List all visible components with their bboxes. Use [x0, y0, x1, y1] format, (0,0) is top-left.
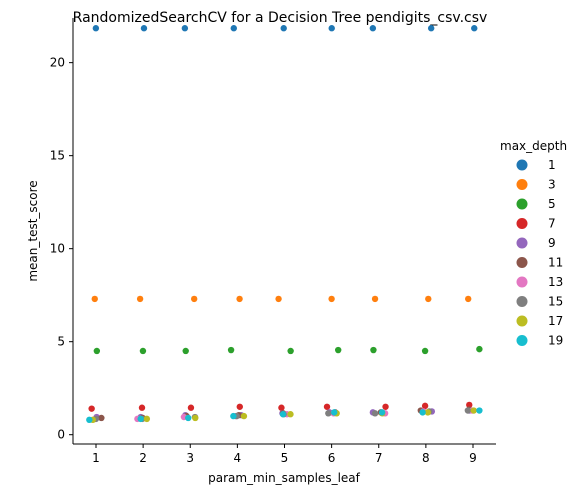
y-axis-ticks: 0 5 10 15 20: [50, 56, 73, 442]
data-point: [370, 346, 377, 354]
y-tick-label: 5: [57, 335, 65, 349]
data-point: [182, 347, 189, 355]
data-point: [371, 295, 379, 303]
data-point: [371, 410, 379, 417]
data-point: [230, 412, 237, 420]
x-axis-label: param_min_samples_leaf: [208, 471, 361, 485]
x-tick-label: 4: [234, 451, 242, 465]
data-point: [421, 402, 429, 410]
data-point: [476, 345, 483, 353]
data-point: [427, 25, 435, 32]
legend-label: 15: [548, 295, 563, 309]
y-tick-label: 0: [57, 428, 65, 442]
data-point: [382, 403, 389, 410]
data-point: [470, 407, 477, 414]
x-tick-label: 1: [92, 451, 100, 465]
data-point: [421, 347, 429, 355]
data-point: [287, 411, 294, 418]
data-point: [185, 414, 192, 422]
legend-marker: [516, 237, 528, 249]
data-point: [369, 25, 377, 32]
y-axis-label: mean_test_score: [26, 180, 40, 281]
plot-area: [86, 25, 483, 424]
x-tick-label: 6: [328, 451, 336, 465]
legend-label: 17: [548, 314, 563, 328]
data-point: [476, 407, 483, 414]
legend-marker: [516, 296, 528, 307]
data-point: [287, 347, 294, 355]
y-tick-label: 15: [50, 149, 65, 163]
data-point: [323, 403, 331, 410]
data-point: [187, 404, 195, 411]
x-axis-ticks: 1 2 3 4 5 6 7 8 9: [92, 444, 477, 465]
y-tick-label: 20: [50, 56, 65, 70]
data-point: [335, 346, 342, 354]
x-tick-label: 9: [469, 451, 477, 465]
legend-marker: [516, 257, 528, 268]
data-point: [280, 25, 287, 32]
legend-label: 9: [548, 236, 556, 250]
data-point: [190, 295, 198, 303]
legend-label: 7: [548, 217, 556, 231]
legend-label: 19: [548, 334, 563, 348]
legend-label: 11: [548, 256, 563, 270]
data-point: [419, 409, 426, 416]
y-tick-label: 10: [50, 242, 65, 256]
data-point: [465, 295, 472, 303]
data-point: [331, 409, 338, 416]
legend-label: 5: [548, 197, 556, 211]
data-point: [98, 414, 105, 422]
data-point: [236, 295, 243, 303]
data-point: [464, 407, 472, 414]
data-point: [91, 295, 98, 303]
legend-marker: [516, 276, 528, 288]
chart-title: RandomizedSearchCV for a Decision Tree p…: [73, 10, 488, 26]
legend-marker: [516, 335, 528, 346]
legend-marker: [516, 198, 528, 210]
data-point: [92, 25, 100, 32]
legend-marker: [516, 218, 528, 229]
data-point: [192, 414, 199, 422]
x-tick-label: 2: [139, 451, 147, 465]
legend-title: max_depth: [500, 139, 567, 153]
data-point: [278, 404, 285, 411]
data-point: [471, 25, 478, 32]
data-point: [139, 347, 147, 355]
data-point: [466, 401, 473, 409]
x-tick-label: 8: [422, 451, 430, 465]
data-point: [325, 410, 332, 417]
data-point: [230, 25, 237, 32]
legend-marker: [516, 159, 528, 171]
data-point: [138, 404, 146, 411]
data-point: [137, 415, 144, 423]
legend-label: 3: [548, 178, 556, 192]
data-point: [86, 416, 93, 424]
data-point: [93, 347, 101, 355]
legend-label: 1: [548, 158, 556, 172]
data-point: [378, 409, 386, 416]
data-point: [227, 346, 235, 354]
data-point: [328, 25, 335, 32]
data-point: [425, 295, 432, 303]
data-point: [143, 415, 151, 423]
data-point: [181, 25, 189, 32]
legend-marker: [516, 315, 528, 327]
data-point: [240, 412, 248, 420]
legend-marker: [516, 179, 528, 190]
legend-label: 13: [548, 275, 563, 289]
x-tick-label: 7: [375, 451, 383, 465]
data-point: [236, 403, 243, 410]
x-tick-label: 3: [186, 451, 194, 465]
data-point: [136, 295, 144, 303]
data-point: [279, 411, 287, 418]
data-point: [424, 409, 432, 416]
x-tick-label: 5: [281, 451, 289, 465]
data-point: [88, 405, 95, 412]
data-point: [328, 295, 335, 303]
data-point: [275, 295, 282, 303]
data-point: [140, 25, 148, 32]
